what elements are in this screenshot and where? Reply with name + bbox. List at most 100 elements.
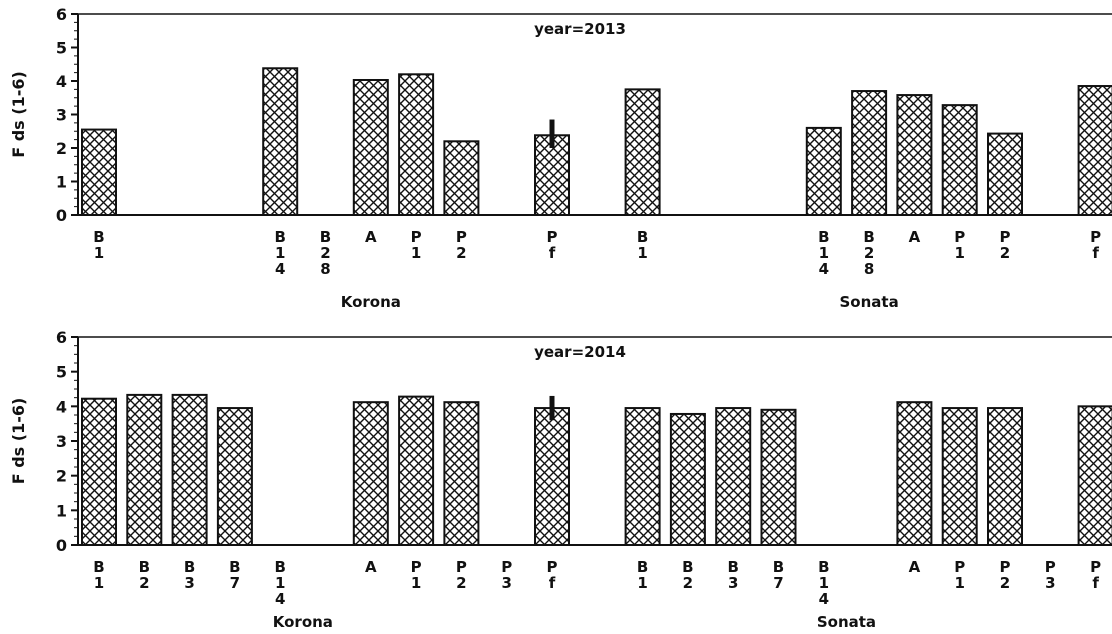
- y-tick-label: 3: [56, 106, 67, 125]
- x-category-label-line: B: [637, 558, 648, 576]
- y-tick-label: 5: [56, 39, 67, 58]
- x-category-label: A: [909, 558, 921, 576]
- x-category-label-line: P: [954, 558, 965, 576]
- x-category-label-line: 2: [864, 244, 874, 262]
- x-category-label-line: f: [1092, 244, 1099, 262]
- bar: [126, 393, 163, 547]
- x-category-label-line: 7: [773, 574, 783, 592]
- x-category-label-line: A: [365, 558, 377, 576]
- y-tick-label: 2: [56, 139, 67, 158]
- y-axis-label: F ds (1-6): [9, 398, 28, 485]
- x-category-label-line: P: [456, 558, 467, 576]
- bar: [624, 88, 661, 216]
- x-category-label-line: P: [1000, 228, 1011, 246]
- x-group-label: Korona: [273, 613, 333, 631]
- x-category-label-line: B: [637, 228, 648, 246]
- bar: [1077, 405, 1112, 547]
- bar: [987, 132, 1023, 216]
- y-tick-label: 6: [56, 328, 67, 347]
- y-tick-label: 3: [56, 432, 67, 451]
- x-category-label-line: P: [411, 558, 422, 576]
- x-category-label-line: 2: [320, 244, 330, 262]
- x-category-label-line: 3: [501, 574, 511, 592]
- bar: [624, 407, 661, 547]
- x-category-label-line: 1: [637, 244, 647, 262]
- x-category-label-line: 7: [230, 574, 240, 592]
- x-category-label-line: 1: [954, 244, 964, 262]
- x-category-label-line: B: [93, 558, 104, 576]
- x-category-label-line: 4: [275, 260, 285, 278]
- bar: [534, 134, 570, 217]
- y-tick-label: 2: [56, 467, 67, 486]
- x-category-label-line: 1: [954, 574, 964, 592]
- x-category-label-line: 2: [456, 244, 466, 262]
- x-category-label-line: B: [682, 558, 693, 576]
- bar: [987, 407, 1023, 547]
- bar: [805, 126, 842, 216]
- bar: [715, 407, 752, 547]
- x-category-label-line: P: [1045, 558, 1056, 576]
- x-category-label-line: B: [184, 558, 195, 576]
- bar: [896, 401, 933, 546]
- bar: [398, 73, 435, 216]
- y-axis-label: F ds (1-6): [9, 71, 28, 158]
- x-category-label-line: B: [818, 228, 829, 246]
- x-group-label: Korona: [341, 293, 401, 311]
- x-category-label-line: P: [411, 228, 422, 246]
- x-group-label: Sonata: [817, 613, 876, 631]
- x-category-label-line: 2: [683, 574, 693, 592]
- x-category-label-line: P: [456, 228, 467, 246]
- x-category-label-line: 1: [94, 574, 104, 592]
- x-category-label-line: 2: [1000, 244, 1010, 262]
- x-category-label-line: B: [727, 558, 738, 576]
- x-category-label: A: [365, 228, 377, 246]
- x-category-label-line: P: [547, 558, 558, 576]
- x-category-label-line: 1: [275, 574, 285, 592]
- x-category-label-line: f: [549, 244, 556, 262]
- bar: [262, 67, 299, 216]
- x-category-label: A: [909, 228, 921, 246]
- y-tick-label: 4: [56, 72, 67, 91]
- x-category-label-line: B: [274, 558, 285, 576]
- bar: [443, 401, 480, 546]
- bar: [896, 94, 933, 216]
- x-category-label-line: 4: [819, 590, 829, 608]
- x-category-label-line: 3: [184, 574, 194, 592]
- x-category-label-line: P: [954, 228, 965, 246]
- x-category-label-line: P: [1000, 558, 1011, 576]
- bar: [941, 104, 978, 216]
- y-tick-label: 0: [56, 206, 67, 225]
- panel-title: year=2013: [534, 20, 626, 38]
- bar: [352, 401, 389, 546]
- x-category-label-line: 8: [320, 260, 330, 278]
- x-category-label-line: B: [229, 558, 240, 576]
- x-category-label-line: 1: [411, 574, 421, 592]
- x-category-label: A: [365, 558, 377, 576]
- x-category-label-line: f: [1092, 574, 1099, 592]
- x-category-label-line: B: [773, 558, 784, 576]
- x-category-label-line: B: [320, 228, 331, 246]
- x-category-label-line: A: [909, 228, 921, 246]
- bar: [398, 395, 435, 547]
- x-category-label-line: 1: [819, 244, 829, 262]
- x-category-label-line: B: [93, 228, 104, 246]
- y-tick-label: 1: [56, 501, 67, 520]
- x-category-label-line: 1: [275, 244, 285, 262]
